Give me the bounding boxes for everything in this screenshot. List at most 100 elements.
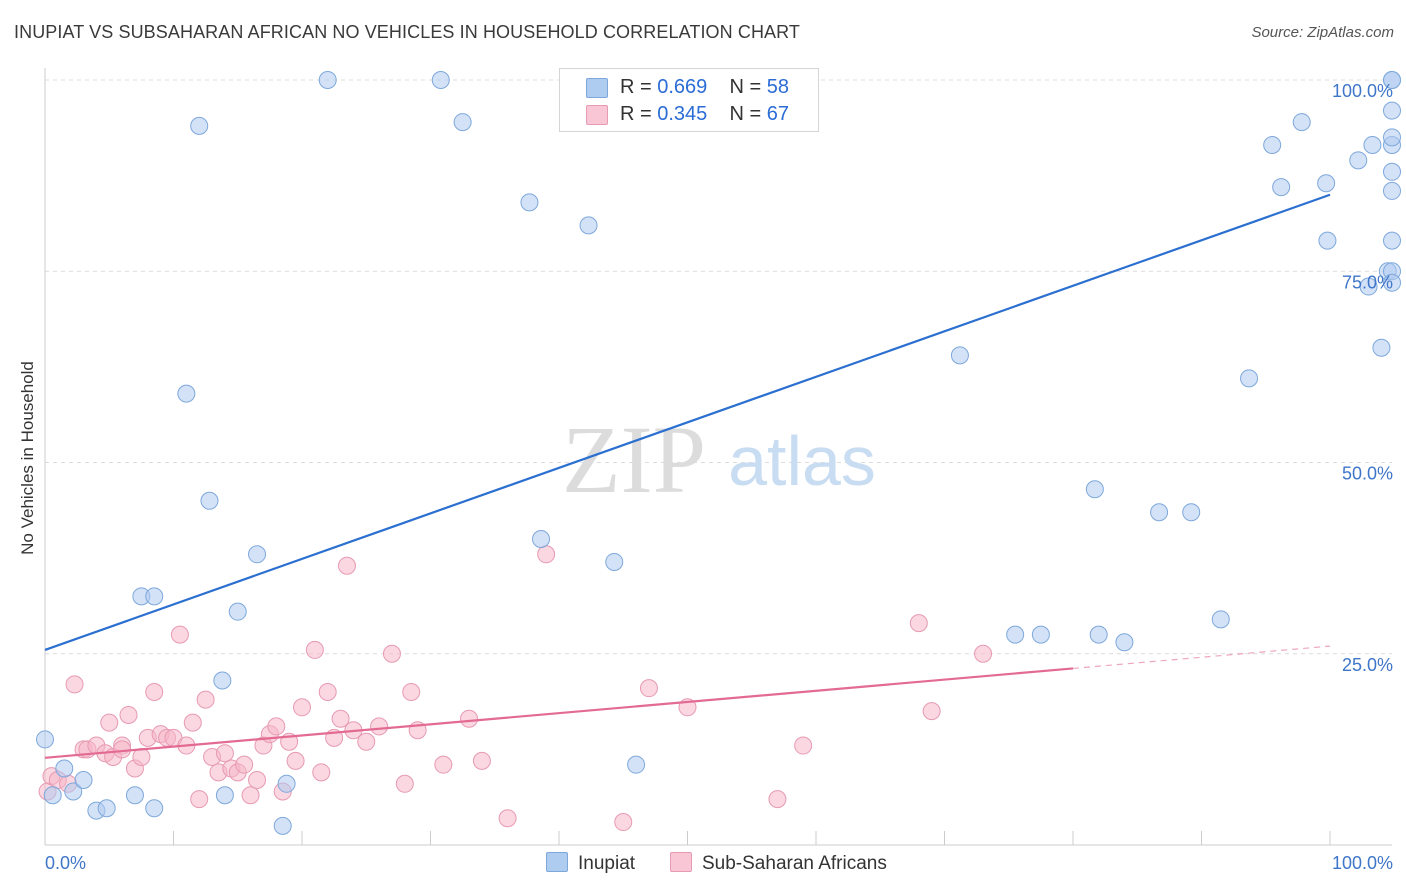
bottom-legend-subsaharan: Sub-Saharan Africans	[670, 852, 887, 875]
subsaharan-point	[537, 545, 556, 564]
inupiat-point	[74, 770, 93, 789]
grid-lines	[45, 79, 1392, 655]
inupiat-point	[248, 545, 267, 564]
legend-n-value: 67	[766, 103, 790, 125]
subsaharan-point	[395, 774, 414, 793]
inupiat-point	[145, 587, 164, 606]
subsaharan-point	[639, 679, 658, 698]
subsaharan-point	[293, 698, 311, 717]
bottom-legend-swatch-inupiat	[546, 852, 568, 872]
inupiat-point	[55, 759, 74, 778]
inupiat-point	[1006, 625, 1025, 644]
subsaharan-point	[337, 556, 356, 575]
inupiat-point	[43, 786, 62, 805]
inupiat-point	[1115, 633, 1134, 652]
subsaharan-point	[794, 736, 813, 755]
inupiat-point	[36, 730, 54, 749]
legend-n-value: 58	[766, 76, 790, 98]
y-tick-label: 100.0%	[1332, 81, 1393, 101]
tick-labels: 100.0% 75.0% 50.0% 25.0% 0.0% 100.0%	[45, 81, 1393, 873]
inupiat-point	[200, 491, 219, 510]
series-subsaharan-points	[38, 545, 993, 832]
inupiat-point	[627, 755, 646, 774]
axes	[44, 68, 1392, 846]
y-axis-title: No Vehicles in Household	[18, 361, 37, 555]
correlation-legend: R = 0.669 N = 58 R = 0.345 N = 67	[559, 68, 819, 132]
inupiat-point	[228, 602, 247, 621]
inupiat-point	[1383, 181, 1401, 200]
inupiat-point	[1085, 480, 1104, 499]
inupiat-point	[1383, 128, 1401, 147]
inupiat-point	[1383, 101, 1401, 120]
bottom-legend-label-inupiat: Inupiat	[578, 853, 636, 874]
inupiat-point	[1372, 338, 1391, 357]
inupiat-point	[1318, 231, 1337, 250]
subsaharan-point	[370, 717, 389, 736]
subsaharan-point	[498, 809, 517, 828]
y-tick-label: 25.0%	[1342, 655, 1393, 675]
inupiat-point	[97, 799, 116, 818]
subsaharan-point	[190, 790, 209, 809]
subsaharan-point	[357, 732, 376, 751]
watermark-atlas: atlas	[728, 422, 876, 500]
bottom-legend-label-subsaharan: Sub-Saharan Africans	[702, 853, 887, 874]
y-tick-label: 75.0%	[1342, 272, 1393, 292]
subsaharan-point	[434, 755, 453, 774]
legend-swatch-subsaharan	[586, 105, 608, 125]
subsaharan-point	[170, 625, 189, 644]
x-tick-label: 100.0%	[1332, 853, 1393, 873]
bottom-legend-inupiat: Inupiat	[546, 852, 635, 875]
subsaharan-point	[331, 709, 350, 728]
subsaharan-point	[196, 690, 215, 709]
inupiat-point	[1349, 151, 1368, 170]
inupiat-point	[213, 671, 232, 690]
legend-swatch-inupiat	[586, 78, 608, 98]
inupiat-point	[1031, 625, 1050, 644]
inupiat-point	[1383, 162, 1401, 181]
subsaharan-point	[312, 763, 331, 782]
subsaharan-point	[909, 614, 928, 633]
inupiat-point	[318, 71, 337, 89]
subsaharan-point	[286, 751, 305, 770]
legend-r-label: R =	[620, 76, 652, 98]
subsaharan-point	[614, 813, 633, 832]
inupiat-point	[1089, 625, 1108, 644]
inupiat-point	[1383, 71, 1401, 89]
subsaharan-point	[241, 786, 260, 805]
subsaharan-point	[460, 709, 479, 728]
subsaharan-point	[305, 640, 324, 659]
inupiat-point	[453, 113, 472, 132]
inupiat-point	[431, 71, 450, 89]
subsaharan-point	[472, 751, 491, 770]
bottom-legend-swatch-subsaharan	[670, 852, 692, 872]
subsaharan-trend-line-solid	[44, 667, 1074, 759]
inupiat-point	[1383, 273, 1401, 292]
subsaharan-point	[768, 790, 787, 809]
subsaharan-point	[145, 683, 164, 701]
subsaharan-point	[119, 705, 138, 724]
subsaharan-point	[100, 713, 119, 732]
subsaharan-point	[183, 713, 202, 732]
legend-r-value: 0.345	[657, 103, 708, 125]
series-inupiat-points	[36, 71, 1401, 835]
subsaharan-point	[235, 755, 254, 774]
subsaharan-point	[65, 675, 84, 694]
subsaharan-point	[382, 644, 401, 663]
subsaharan-point	[132, 748, 151, 767]
inupiat-point	[950, 346, 969, 365]
inupiat-point	[1240, 369, 1259, 388]
inupiat-point	[1383, 231, 1401, 250]
inupiat-point	[1182, 503, 1201, 522]
inupiat-point	[1263, 136, 1282, 155]
trend-lines	[44, 193, 1331, 759]
inupiat-point	[1363, 136, 1382, 155]
legend-n-label: N =	[729, 76, 762, 98]
inupiat-point	[605, 552, 624, 571]
inupiat-point	[579, 216, 598, 235]
legend-r-label: R =	[620, 103, 652, 125]
inupiat-point	[215, 786, 234, 805]
inupiat-point	[277, 774, 296, 793]
inupiat-point	[177, 384, 196, 403]
subsaharan-point	[113, 740, 132, 759]
